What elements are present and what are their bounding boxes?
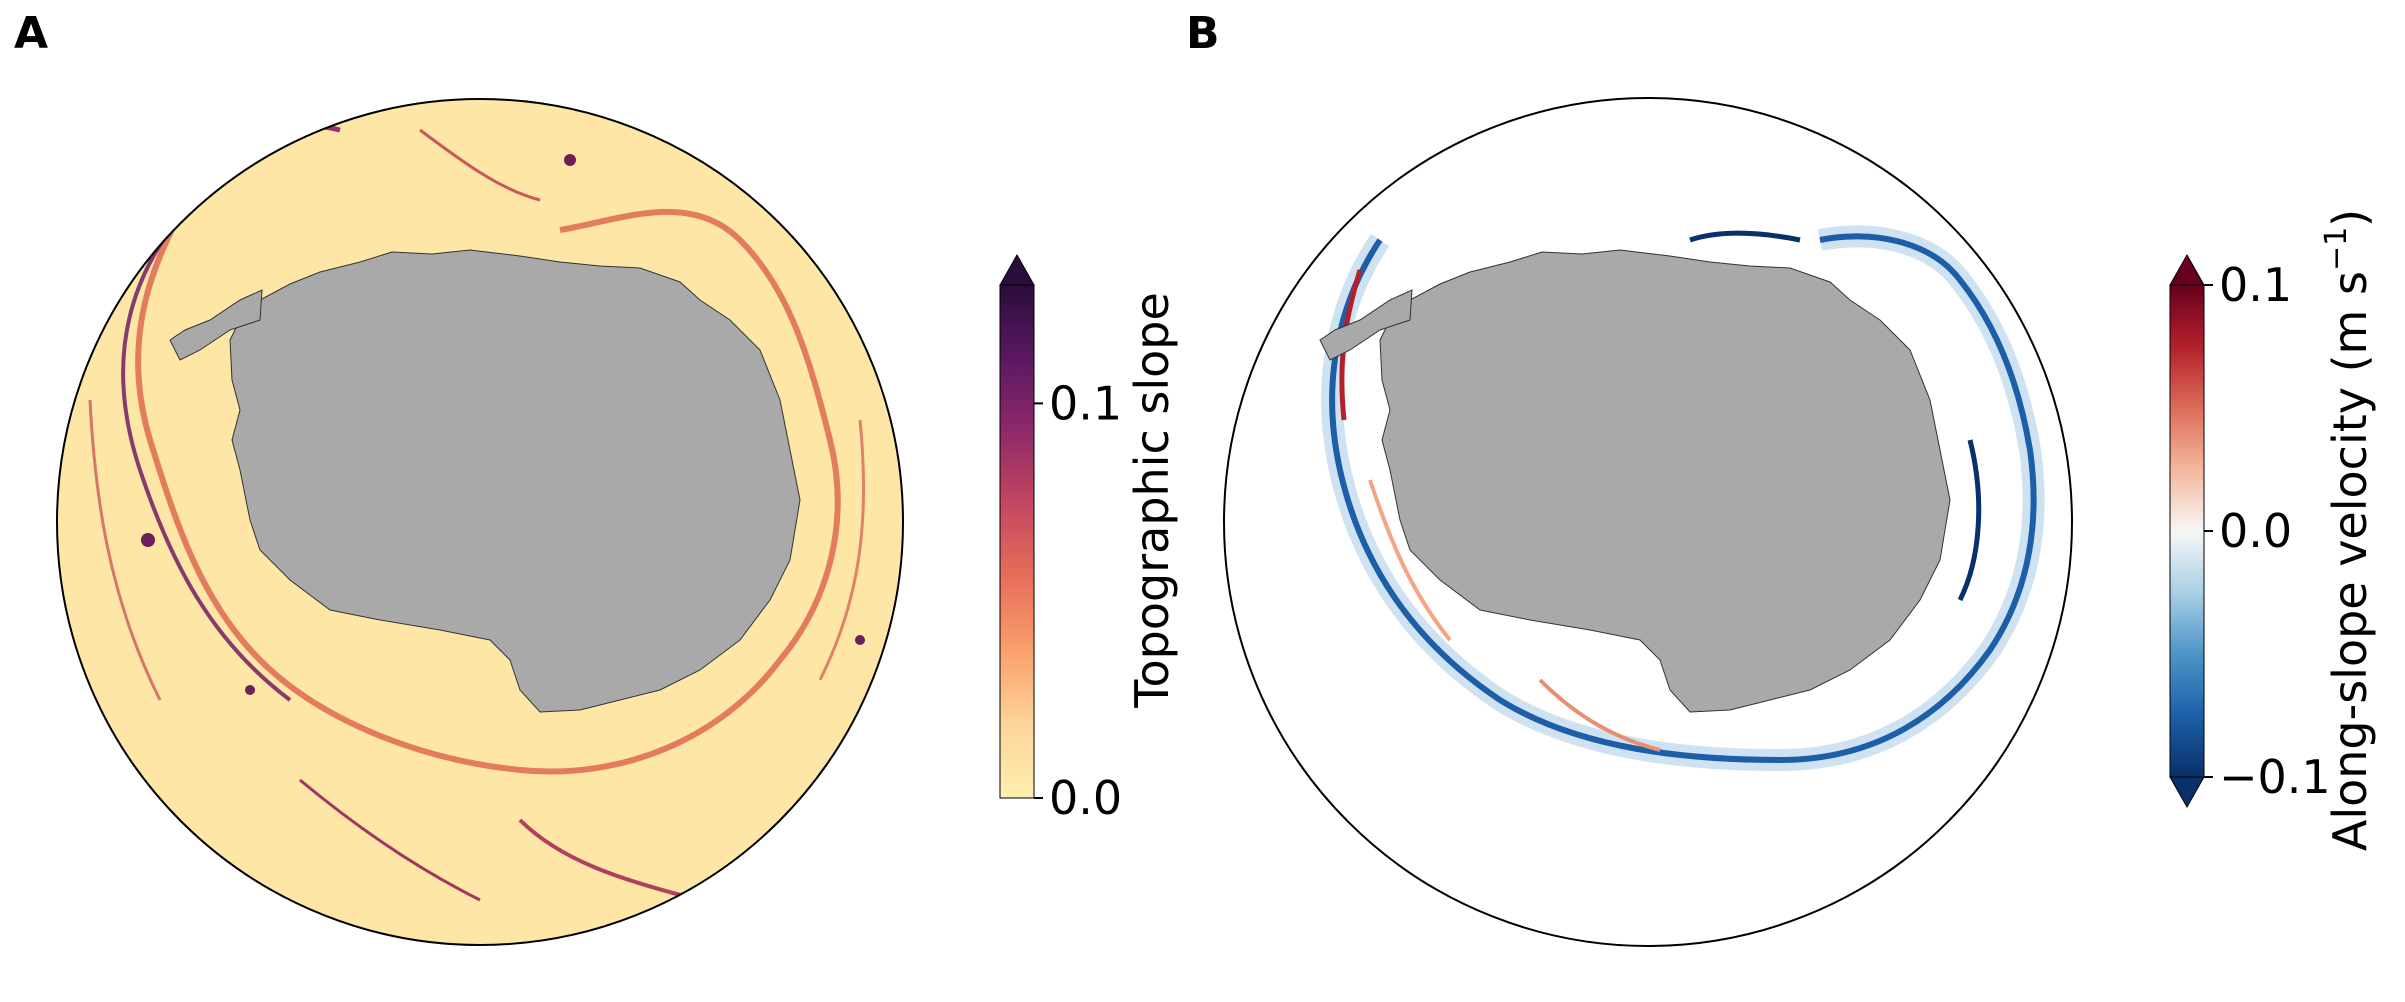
- colorbar-tick-label: 0.1: [1049, 376, 1122, 430]
- colorbar-tick-label: 0.0: [1049, 771, 1122, 825]
- antarctica-landmass: [229, 249, 801, 713]
- map-boundary: [56, 98, 904, 946]
- colorbar-bar: [999, 284, 1035, 799]
- antarctic-peninsula: [169, 289, 263, 361]
- slope-colorbar: 0.0 0.1: [999, 253, 1122, 825]
- colorbar-tick-label: 0.1: [2219, 258, 2292, 312]
- along-slope-velocity-map: [1223, 97, 2073, 947]
- colorbar-tick-label: −0.1: [2219, 750, 2331, 804]
- velocity-colorbar: −0.1 0.0 0.1: [2169, 253, 2331, 809]
- velocity-colorbar-label: Along-slope velocity (m s−1): [2319, 209, 2377, 851]
- colorbar-ticks: −0.1 0.0 0.1: [2204, 258, 2331, 804]
- colorbar-extend-arrow-top: [2169, 253, 2205, 286]
- antarctica-landmass: [1379, 249, 1951, 713]
- map-boundary: [1223, 97, 2073, 947]
- colorbar-extend-arrow: [999, 253, 1035, 286]
- slope-colorbar-label: Topographic slope: [1125, 292, 1179, 709]
- colorbar-tick-label: 0.0: [2219, 504, 2292, 558]
- colorbar-ticks: 0.0 0.1: [1034, 376, 1122, 825]
- colorbar-extend-arrow-bottom: [2169, 776, 2205, 809]
- topographic-slope-map: [56, 98, 904, 946]
- antarctic-peninsula: [1319, 289, 1413, 361]
- slope-colorbar-title: Topographic slope: [1125, 292, 1179, 709]
- velocity-colorbar-title: Along-slope velocity (m s−1): [2319, 209, 2377, 851]
- panel-a-label: A: [14, 8, 49, 59]
- colorbar-bar: [2169, 284, 2205, 778]
- panel-b-label: B: [1186, 8, 1220, 59]
